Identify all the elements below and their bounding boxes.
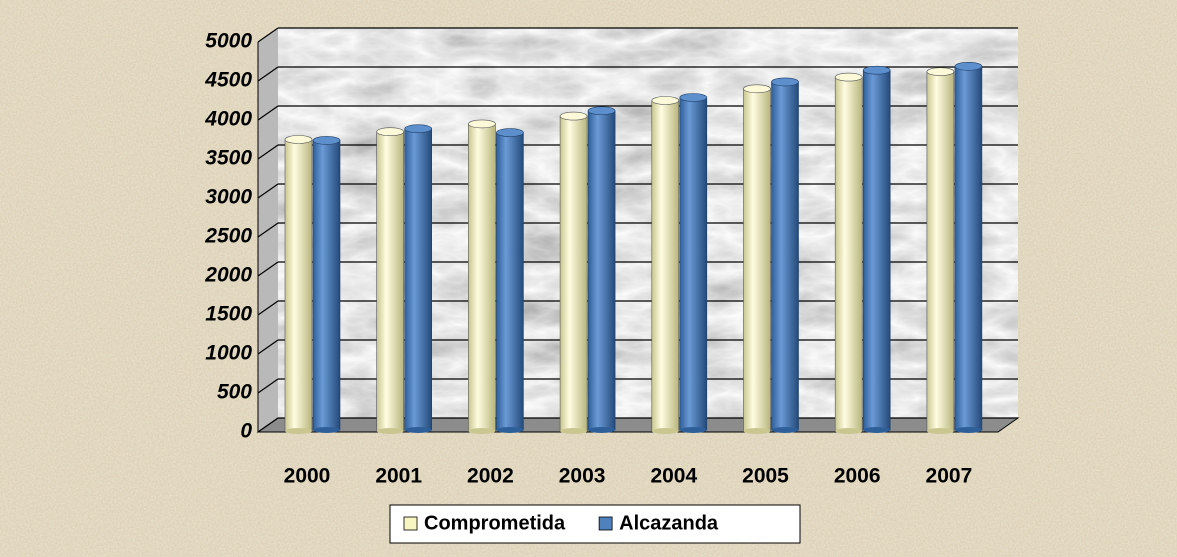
y-tick-label: 500 — [217, 381, 252, 404]
bar-cap — [559, 111, 588, 121]
y-tick-label: 1500 — [205, 303, 252, 326]
bar — [834, 76, 863, 432]
bar-cap — [679, 93, 708, 102]
x-tick-label: 2003 — [559, 465, 606, 488]
bar-base — [496, 427, 524, 433]
bar-cap — [284, 135, 313, 144]
bar-cap — [771, 77, 799, 87]
bar-cap — [862, 65, 891, 75]
x-tick-label: 2001 — [375, 465, 422, 488]
legend-label: Alcazanda — [619, 512, 719, 534]
bar — [559, 115, 588, 432]
y-tick-label: 3500 — [205, 147, 252, 170]
side-grid-line — [257, 222, 279, 238]
legend-swatch — [403, 516, 418, 531]
bar — [587, 110, 616, 431]
bar — [404, 128, 433, 431]
y-tick-label: 0 — [240, 420, 252, 443]
bar-base — [376, 428, 404, 434]
bar — [743, 88, 771, 432]
bar-base — [679, 427, 707, 433]
bar-base — [743, 428, 771, 434]
bar — [651, 100, 680, 432]
side-grid-line — [257, 261, 279, 277]
bar-base — [468, 428, 496, 434]
bar — [496, 132, 524, 431]
x-tick-label: 2004 — [650, 465, 697, 488]
bar — [312, 140, 341, 431]
x-tick-label: 2007 — [926, 465, 973, 488]
bar-base — [404, 427, 432, 433]
y-tick-label: 4000 — [204, 108, 252, 131]
side-grid-line — [257, 378, 279, 394]
bar-cap — [496, 128, 524, 137]
x-tick-label: 2002 — [467, 465, 514, 488]
bar — [376, 131, 405, 432]
side-grid-line — [257, 183, 279, 199]
bar — [862, 69, 891, 431]
side-grid-line — [257, 417, 279, 433]
x-tick-label: 2000 — [284, 465, 331, 488]
side-grid-line — [257, 339, 279, 355]
legend-label: Comprometida — [424, 512, 566, 534]
bar-base — [588, 427, 616, 433]
bar — [284, 139, 313, 432]
side-grid-line — [257, 300, 279, 316]
x-tick-label: 2006 — [834, 465, 881, 488]
bar-base — [771, 427, 799, 433]
bar-cap — [587, 106, 616, 116]
bar-cap — [404, 124, 433, 133]
bar — [771, 81, 799, 431]
bar-cap — [954, 62, 983, 71]
bar-cap — [312, 136, 341, 145]
bar-base — [954, 427, 982, 433]
side-grid-line — [257, 105, 279, 121]
y-tick-label: 5000 — [205, 30, 252, 53]
y-tick-label: 2000 — [204, 264, 252, 287]
side-grid-line — [257, 144, 279, 160]
bar-cap — [468, 119, 496, 129]
side-grid-line — [257, 27, 279, 43]
legend-box — [389, 504, 801, 544]
y-tick-label: 3000 — [205, 186, 252, 209]
bar-base — [835, 428, 863, 434]
x-tick-label: 2005 — [742, 465, 789, 488]
y-tick-label: 1000 — [205, 342, 252, 365]
bar-base — [651, 428, 679, 434]
bar-base — [926, 428, 954, 434]
bar-cap — [376, 127, 405, 136]
bar — [468, 123, 496, 432]
floor — [256, 417, 1020, 433]
side-grid-line — [257, 66, 279, 82]
bar-base — [560, 428, 588, 434]
bar-cap — [834, 72, 863, 82]
bar — [954, 66, 983, 431]
bar-base — [863, 427, 891, 433]
bar — [926, 71, 955, 432]
bar-base — [313, 427, 340, 433]
bar-base — [285, 428, 312, 434]
bar-cap — [743, 84, 771, 94]
y-tick-label: 2500 — [204, 225, 252, 248]
bar-cap — [651, 96, 680, 105]
legend-swatch — [598, 516, 613, 531]
y-tick-label: 4500 — [204, 69, 252, 92]
bar — [679, 97, 708, 431]
bar-cap — [926, 67, 955, 76]
